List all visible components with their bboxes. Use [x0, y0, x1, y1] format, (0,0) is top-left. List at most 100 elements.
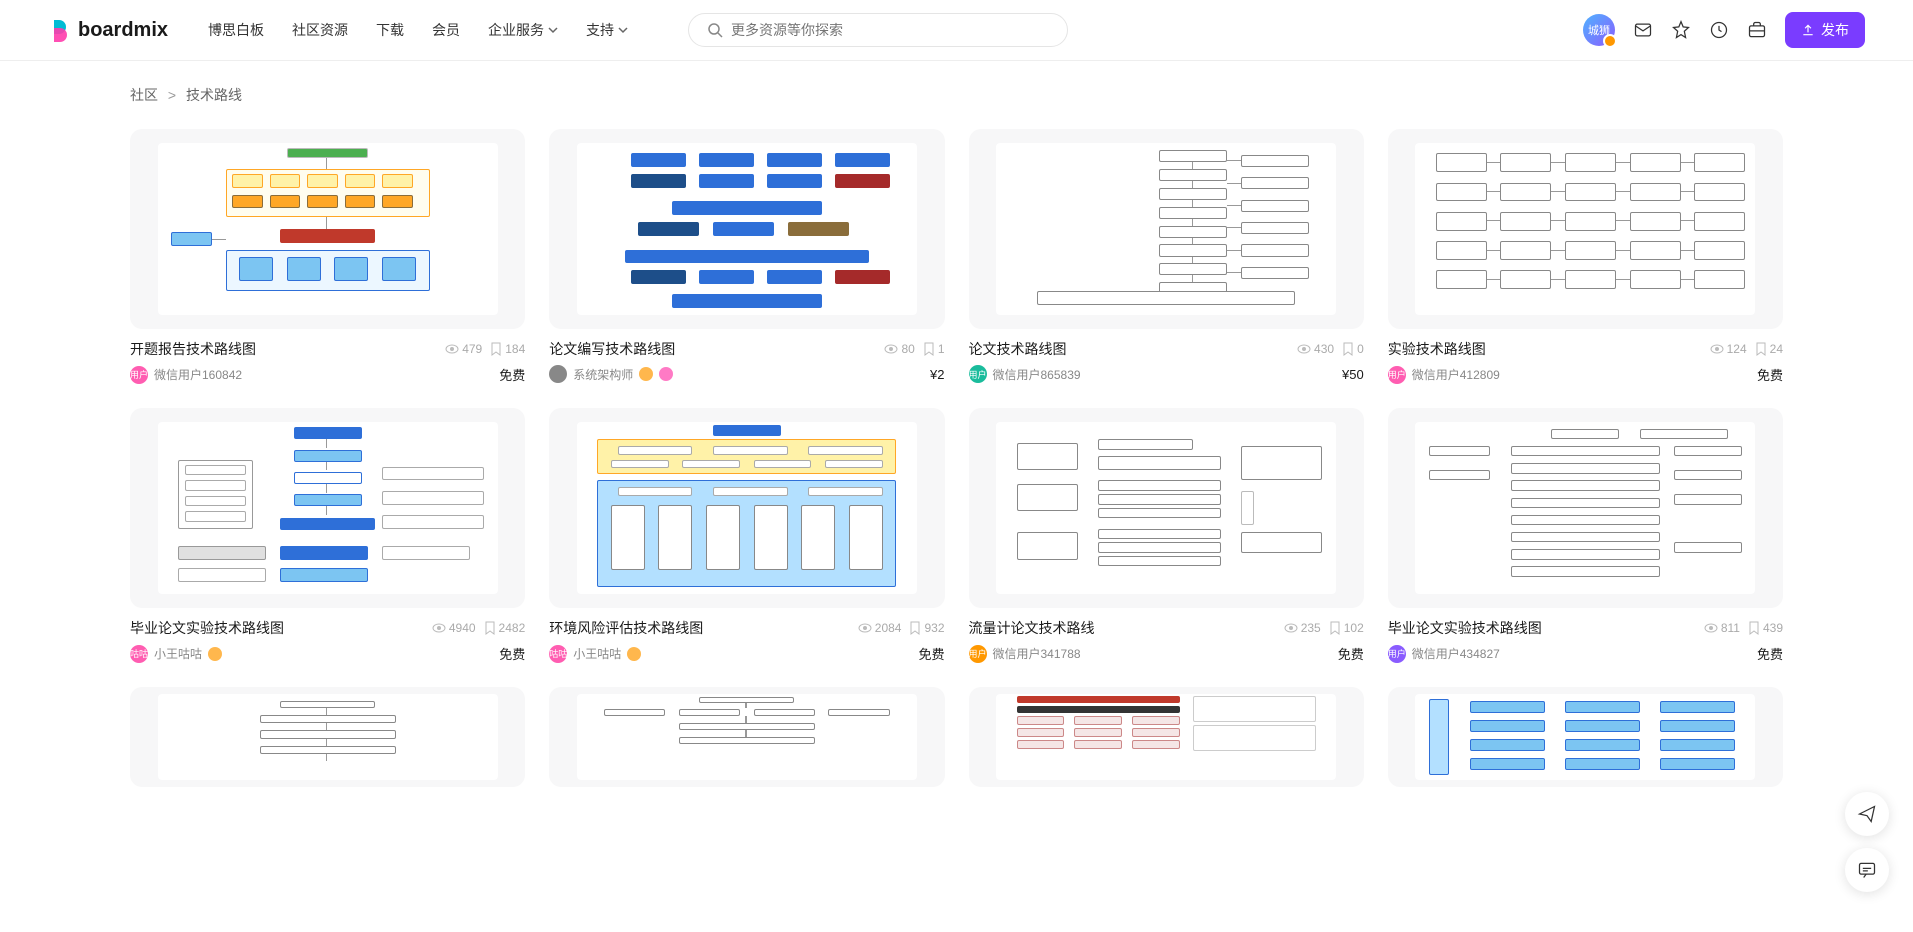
card-author[interactable]: 咕咕小王咕咕	[130, 645, 222, 663]
saves-stat: 439	[1748, 621, 1783, 635]
nav-community[interactable]: 社区资源	[292, 20, 348, 40]
author-avatar: 用户	[130, 366, 148, 384]
author-avatar: 用户	[1388, 366, 1406, 384]
saves-stat: 2482	[484, 621, 526, 635]
card-thumbnail	[549, 687, 944, 787]
template-card[interactable]: 流量计论文技术路线235102用户微信用户341788免费	[969, 408, 1364, 663]
card-stats: 811 439	[1704, 621, 1783, 635]
search-input[interactable]	[731, 22, 1049, 38]
card-stats: 479 184	[445, 342, 525, 356]
card-author[interactable]: 用户微信用户865839	[969, 365, 1081, 383]
template-card[interactable]	[969, 687, 1364, 787]
search-box[interactable]	[688, 13, 1068, 47]
main-nav: 博思白板 社区资源 下载 会员 企业服务 支持	[208, 20, 628, 40]
saves-stat: 184	[490, 342, 525, 356]
nav-whiteboard[interactable]: 博思白板	[208, 20, 264, 40]
author-name: 系统架构师	[573, 366, 633, 383]
publish-button[interactable]: 发布	[1785, 12, 1865, 48]
views-stat: 811	[1704, 621, 1740, 635]
author-name: 微信用户160842	[154, 366, 242, 383]
saves-stat: 0	[1342, 342, 1364, 356]
card-title: 毕业论文实验技术路线图	[1388, 618, 1542, 638]
card-price: 免费	[499, 365, 525, 384]
bookmark-icon	[923, 342, 935, 356]
template-card[interactable]: 论文编写技术路线图801系统架构师¥2	[549, 129, 944, 384]
template-card[interactable]	[1388, 687, 1783, 787]
bookmark-icon	[1329, 621, 1341, 635]
author-avatar: 咕咕	[549, 645, 567, 663]
card-author[interactable]: 用户微信用户341788	[969, 645, 1081, 663]
feedback-button[interactable]	[1845, 792, 1889, 836]
author-badge-icon	[627, 647, 641, 661]
chat-button[interactable]	[1845, 848, 1889, 892]
mail-icon[interactable]	[1633, 20, 1653, 40]
views-stat: 235	[1284, 621, 1321, 635]
author-avatar: 用户	[969, 365, 987, 383]
clock-icon[interactable]	[1709, 20, 1729, 40]
avatar-badge-icon	[1603, 34, 1617, 48]
template-card[interactable]: 实验技术路线图12424用户微信用户412809免费	[1388, 129, 1783, 384]
author-avatar: 咕咕	[130, 645, 148, 663]
card-title: 毕业论文实验技术路线图	[130, 618, 284, 638]
saves-stat: 1	[923, 342, 945, 356]
eye-icon	[1284, 621, 1298, 635]
header-right: 城狮 发布	[1583, 12, 1865, 48]
template-card[interactable]: 环境风险评估技术路线图2084932咕咕小王咕咕免费	[549, 408, 944, 663]
card-title: 实验技术路线图	[1388, 339, 1486, 359]
template-card[interactable]: 开题报告技术路线图 479 184 用户微信用户160842 免费	[130, 129, 525, 384]
card-stats: 235102	[1284, 621, 1364, 635]
template-card[interactable]	[549, 687, 944, 787]
bookmark-icon	[1342, 342, 1354, 356]
nav-support[interactable]: 支持	[586, 20, 628, 40]
card-stats: 2084932	[858, 621, 945, 635]
template-card[interactable]	[130, 687, 525, 787]
eye-icon	[884, 342, 898, 356]
card-author[interactable]: 用户微信用户412809	[1388, 366, 1500, 384]
card-thumbnail	[969, 129, 1364, 329]
card-title: 论文技术路线图	[969, 339, 1067, 359]
breadcrumb-current: 技术路线	[186, 87, 242, 103]
logo[interactable]: boardmix	[48, 18, 168, 42]
views-stat: 4940	[432, 621, 476, 635]
card-thumbnail	[130, 687, 525, 787]
breadcrumb-root[interactable]: 社区	[130, 87, 158, 103]
template-card[interactable]: 毕业论文实验技术路线图811439用户微信用户434827免费	[1388, 408, 1783, 663]
card-thumbnail	[1388, 687, 1783, 787]
bookmark-icon	[909, 621, 921, 635]
card-author[interactable]: 用户微信用户160842	[130, 366, 242, 384]
card-title: 开题报告技术路线图	[130, 339, 256, 359]
eye-icon	[445, 342, 459, 356]
nav-vip[interactable]: 会员	[432, 20, 460, 40]
bookmark-icon	[1748, 621, 1760, 635]
card-thumbnail	[130, 129, 525, 329]
card-stats: 801	[884, 342, 944, 356]
views-stat: 430	[1297, 342, 1334, 356]
card-author[interactable]: 咕咕小王咕咕	[549, 645, 641, 663]
template-card[interactable]: 论文技术路线图 430 0 用户微信用户865839 ¥50	[969, 129, 1364, 384]
views-stat: 124	[1710, 342, 1747, 356]
eye-icon	[1704, 621, 1718, 635]
briefcase-icon[interactable]	[1747, 20, 1767, 40]
views-stat: 479	[445, 342, 482, 356]
star-icon[interactable]	[1671, 20, 1691, 40]
breadcrumb-separator: >	[168, 87, 176, 103]
card-price: 免费	[1338, 644, 1364, 663]
card-thumbnail	[1388, 408, 1783, 608]
author-badge-icon	[208, 647, 222, 661]
card-price: ¥50	[1342, 367, 1364, 382]
eye-icon	[1297, 342, 1311, 356]
card-thumbnail	[549, 129, 944, 329]
bookmark-icon	[1755, 342, 1767, 356]
nav-download[interactable]: 下载	[376, 20, 404, 40]
card-price: ¥2	[930, 367, 944, 382]
card-thumbnail	[969, 408, 1364, 608]
template-card[interactable]: 毕业论文实验技术路线图49402482咕咕小王咕咕免费	[130, 408, 525, 663]
author-name: 微信用户865839	[993, 366, 1081, 383]
template-grid: 开题报告技术路线图479184用户微信用户160842免费论文编写技术路线图80…	[0, 117, 1913, 799]
card-author[interactable]: 用户微信用户434827	[1388, 645, 1500, 663]
saves-stat: 932	[909, 621, 944, 635]
send-icon	[1857, 804, 1877, 824]
user-avatar[interactable]: 城狮	[1583, 14, 1615, 46]
card-author[interactable]: 系统架构师	[549, 365, 673, 383]
nav-enterprise[interactable]: 企业服务	[488, 20, 558, 40]
